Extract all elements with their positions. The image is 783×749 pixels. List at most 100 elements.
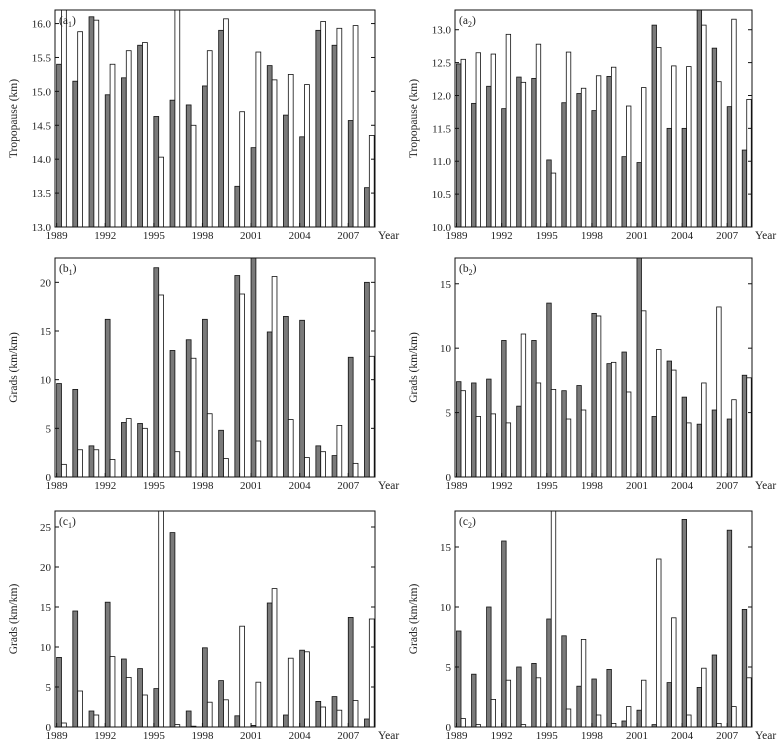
y-tick-label-a2: 11.0 — [432, 156, 451, 168]
bar-a2-s2-1994 — [535, 43, 542, 228]
bar-c1-s1-1993 — [121, 658, 127, 728]
x-axis-title-c1: Year — [378, 730, 399, 742]
bar-a2-s1-1996 — [561, 102, 567, 228]
bar-b2-s1-1992 — [501, 340, 507, 478]
bar-a1-s1-2003 — [283, 114, 289, 228]
bar-c1-s2-2003 — [287, 657, 294, 728]
x-tick-label-a2: 1989 — [446, 230, 469, 242]
bar-b1-s1-2004 — [299, 319, 305, 478]
bar-b2-s2-1996 — [565, 418, 572, 478]
bar-b2-s1-1994 — [531, 340, 537, 478]
bar-a1-s1-2006 — [331, 44, 338, 228]
bar-b2-s1-2003 — [666, 360, 672, 478]
bar-a1-s1-2005 — [315, 29, 322, 228]
bar-b2-s2-1992 — [505, 422, 512, 478]
bar-a2-s1-1989 — [456, 63, 462, 228]
bar-a1-s2-1991 — [93, 19, 100, 228]
bar-a2-s1-1995 — [546, 159, 552, 228]
bar-c1-s1-1999 — [218, 680, 224, 728]
bar-c2-s2-1998 — [595, 714, 602, 728]
y-tick-label-b2: 5 — [446, 408, 452, 420]
x-tick-label-a1: 2001 — [240, 230, 262, 242]
y-tick-label-b1: 20 — [40, 277, 52, 289]
bar-a1-s2-1996 — [174, 9, 181, 228]
bar-b2-s1-1991 — [486, 378, 492, 478]
bar-c2-s1-2006 — [711, 654, 718, 728]
bar-c2-s1-1995 — [546, 618, 552, 728]
x-tick-label-b1: 1995 — [143, 480, 166, 492]
bar-a1-s1-1990 — [72, 80, 79, 228]
bar-a2-s1-2001 — [636, 162, 642, 228]
bar-c2-s1-2005 — [696, 687, 703, 728]
x-tick-label-b2: 1992 — [491, 480, 513, 492]
bar-a1-s2-2002 — [271, 79, 278, 228]
plot-frame-c2 — [454, 510, 753, 728]
bar-c2-s1-2008 — [741, 609, 748, 728]
bar-a2-s2-1989 — [460, 58, 466, 228]
bar-b1-s2-2008 — [368, 355, 375, 478]
bar-a1-s1-1994 — [137, 44, 143, 228]
bar-a2-s2-2003 — [671, 65, 677, 228]
bar-a2-s2-1998 — [595, 75, 602, 228]
x-axis-title-a2: Year — [755, 230, 776, 242]
y-axis-title-a1: Tropopause (km) — [8, 79, 20, 158]
y-tick-label-a1: 14.5 — [32, 120, 52, 132]
bar-c2-s2-1991 — [490, 699, 496, 728]
bar-c2-s1-1991 — [486, 606, 492, 728]
bar-a2-s1-1992 — [501, 108, 507, 228]
bar-a2-s2-2005 — [701, 24, 707, 228]
bar-a1-s2-2004 — [304, 84, 310, 228]
bar-b2-s2-2006 — [716, 306, 722, 478]
bar-b2-s2-1998 — [595, 315, 602, 478]
bar-b2-s2-2007 — [731, 399, 737, 478]
bar-a2-s2-2001 — [641, 87, 647, 228]
y-tick-label-c2: 0 — [446, 722, 452, 734]
bar-a1-s2-1994 — [142, 42, 148, 228]
bar-a1-s2-1989 — [61, 9, 67, 228]
bar-a2-s1-2006 — [711, 47, 718, 228]
bar-b1-s2-2005 — [320, 451, 326, 478]
bar-a1-s2-1997 — [190, 124, 197, 228]
bar-b1-s2-1997 — [190, 357, 197, 478]
bar-b2-s2-1994 — [535, 382, 542, 478]
x-tick-label-a2: 1995 — [536, 230, 559, 242]
bar-c2-s1-1994 — [531, 663, 537, 728]
bar-b2-s2-1991 — [490, 413, 496, 478]
bar-c1-s2-1994 — [142, 694, 148, 728]
x-tick-label-c1: 1998 — [191, 730, 214, 742]
bar-b2-s2-2005 — [701, 382, 707, 478]
bar-a1-s2-2003 — [287, 74, 294, 228]
y-tick-label-b2: 10 — [440, 343, 452, 355]
bar-c1-s1-1994 — [137, 668, 143, 728]
panel-label-c1: (c1) — [59, 516, 76, 530]
bar-c2-s1-1997 — [576, 685, 582, 728]
bar-c2-s2-2006 — [716, 723, 722, 728]
bar-c2-s2-2008 — [746, 677, 752, 728]
bar-a2-s2-1992 — [505, 33, 512, 228]
bar-b2-s2-1997 — [580, 409, 587, 478]
bar-a1-s1-1998 — [202, 85, 208, 228]
bar-a2-s1-1997 — [576, 93, 582, 228]
bar-c1-s1-2005 — [315, 701, 322, 728]
x-tick-label-c2: 1998 — [581, 730, 604, 742]
y-tick-label-c2: 15 — [440, 542, 452, 554]
bar-a1-s2-1992 — [109, 63, 116, 228]
y-tick-label-c2: 10 — [440, 602, 452, 614]
bar-c1-s1-2002 — [266, 602, 273, 728]
bar-b2-s1-2002 — [651, 416, 657, 478]
bar-b1-s2-1998 — [206, 413, 213, 478]
bar-a1-s1-1997 — [185, 104, 192, 228]
bar-c2-s1-1999 — [606, 669, 612, 728]
bar-a2-s2-1997 — [580, 87, 587, 228]
y-tick-label-c1: 5 — [46, 682, 52, 694]
bar-b1-s2-2004 — [304, 457, 310, 478]
x-tick-label-b1: 1998 — [191, 480, 214, 492]
bar-c1-s1-1995 — [153, 688, 160, 728]
bar-a2-s1-1993 — [516, 76, 522, 228]
bar-a2-s2-1993 — [520, 81, 527, 228]
x-tick-label-c2: 2001 — [626, 730, 648, 742]
y-axis-title-c2: Grads (km/km) — [408, 584, 420, 655]
bar-c2-s1-2001 — [636, 709, 642, 728]
bar-a2-s2-2004 — [686, 66, 692, 228]
bar-a2-s2-1996 — [565, 51, 572, 228]
